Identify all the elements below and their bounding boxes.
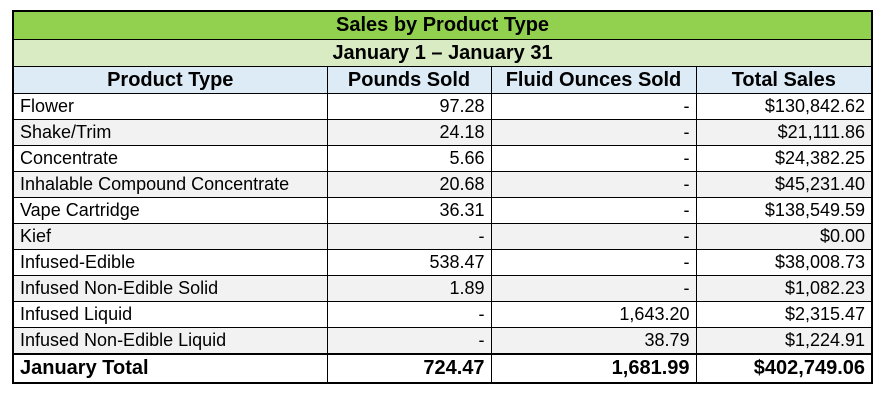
date-range: January 1 – January 31 bbox=[12, 39, 873, 67]
pounds-sold-cell: 97.28 bbox=[326, 93, 492, 120]
table-title-row: Sales by Product Type bbox=[12, 10, 873, 40]
pounds-sold-cell: 24.18 bbox=[326, 119, 492, 146]
total-sales: $402,749.06 bbox=[695, 353, 873, 384]
total-sales-cell: $45,231.40 bbox=[695, 171, 873, 198]
product-type-cell: Infused Liquid bbox=[12, 301, 328, 328]
date-range-row: January 1 – January 31 bbox=[12, 39, 873, 67]
fluid-ounces-cell: - bbox=[490, 197, 697, 224]
header-pounds-sold: Pounds Sold bbox=[326, 66, 492, 94]
pounds-sold-cell: 5.66 bbox=[326, 145, 492, 172]
product-type-cell: Concentrate bbox=[12, 145, 328, 172]
total-fluid-ounces: 1,681.99 bbox=[490, 353, 697, 384]
product-type-cell: Inhalable Compound Concentrate bbox=[12, 171, 328, 198]
table-row: Infused Non-Edible Liquid -38.79 $1,224.91 bbox=[12, 327, 873, 355]
header-fluid-ounces-sold: Fluid Ounces Sold bbox=[490, 66, 697, 94]
total-sales-cell: $138,549.59 bbox=[695, 197, 873, 224]
fluid-ounces-cell: - bbox=[490, 145, 697, 172]
pounds-sold-cell: - bbox=[326, 223, 492, 250]
table-row: Inhalable Compound Concentrate 20.68- $45,… bbox=[12, 171, 873, 198]
pounds-sold-cell: 36.31 bbox=[326, 197, 492, 224]
fluid-ounces-cell: - bbox=[490, 223, 697, 250]
total-row: January Total 724.47 1,681.99 $402,749.06 bbox=[12, 353, 873, 384]
total-sales-cell: $21,111.86 bbox=[695, 119, 873, 146]
table-row: Vape Cartridge 36.31- $138,549.59 bbox=[12, 197, 873, 224]
table-row: Shake/Trim 24.18- $21,111.86 bbox=[12, 119, 873, 146]
table-row: Flower 97.28- $130,842.62 bbox=[12, 93, 873, 120]
pounds-sold-cell: - bbox=[326, 327, 492, 355]
pounds-sold-cell: 538.47 bbox=[326, 249, 492, 276]
table-row: Infused-Edible 538.47- $38,008.73 bbox=[12, 249, 873, 276]
sales-table-container: Sales by Product Type January 1 – Januar… bbox=[12, 10, 874, 384]
product-type-cell: Vape Cartridge bbox=[12, 197, 328, 224]
product-type-cell: Infused Non-Edible Solid bbox=[12, 275, 328, 302]
total-sales-cell: $0.00 bbox=[695, 223, 873, 250]
total-label: January Total bbox=[12, 353, 328, 384]
table-row: Kief - - $0.00 bbox=[12, 223, 873, 250]
header-total-sales: Total Sales bbox=[695, 66, 873, 94]
table-row: Infused Liquid -1,643.20 $2,315.47 bbox=[12, 301, 873, 328]
total-sales-cell: $24,382.25 bbox=[695, 145, 873, 172]
column-header-row: Product Type Pounds Sold Fluid Ounces So… bbox=[12, 66, 873, 94]
pounds-sold-cell: 20.68 bbox=[326, 171, 492, 198]
sales-by-product-table: Sales by Product Type January 1 – Januar… bbox=[12, 10, 874, 384]
product-type-cell: Kief bbox=[12, 223, 328, 250]
total-sales-cell: $1,082.23 bbox=[695, 275, 873, 302]
pounds-sold-cell: 1.89 bbox=[326, 275, 492, 302]
table-title: Sales by Product Type bbox=[12, 10, 873, 40]
total-sales-cell: $1,224.91 bbox=[695, 327, 873, 355]
fluid-ounces-cell: 38.79 bbox=[490, 327, 697, 355]
product-type-cell: Infused-Edible bbox=[12, 249, 328, 276]
table-row: Infused Non-Edible Solid 1.89- $1,082.23 bbox=[12, 275, 873, 302]
fluid-ounces-cell: - bbox=[490, 275, 697, 302]
header-product-type: Product Type bbox=[12, 66, 328, 94]
total-sales-cell: $130,842.62 bbox=[695, 93, 873, 120]
fluid-ounces-cell: - bbox=[490, 171, 697, 198]
total-pounds: 724.47 bbox=[326, 353, 492, 384]
total-sales-cell: $38,008.73 bbox=[695, 249, 873, 276]
product-type-cell: Shake/Trim bbox=[12, 119, 328, 146]
fluid-ounces-cell: 1,643.20 bbox=[490, 301, 697, 328]
fluid-ounces-cell: - bbox=[490, 119, 697, 146]
pounds-sold-cell: - bbox=[326, 301, 492, 328]
total-sales-cell: $2,315.47 bbox=[695, 301, 873, 328]
product-type-cell: Infused Non-Edible Liquid bbox=[12, 327, 328, 355]
fluid-ounces-cell: - bbox=[490, 249, 697, 276]
product-type-cell: Flower bbox=[12, 93, 328, 120]
table-row: Concentrate 5.66- $24,382.25 bbox=[12, 145, 873, 172]
fluid-ounces-cell: - bbox=[490, 93, 697, 120]
